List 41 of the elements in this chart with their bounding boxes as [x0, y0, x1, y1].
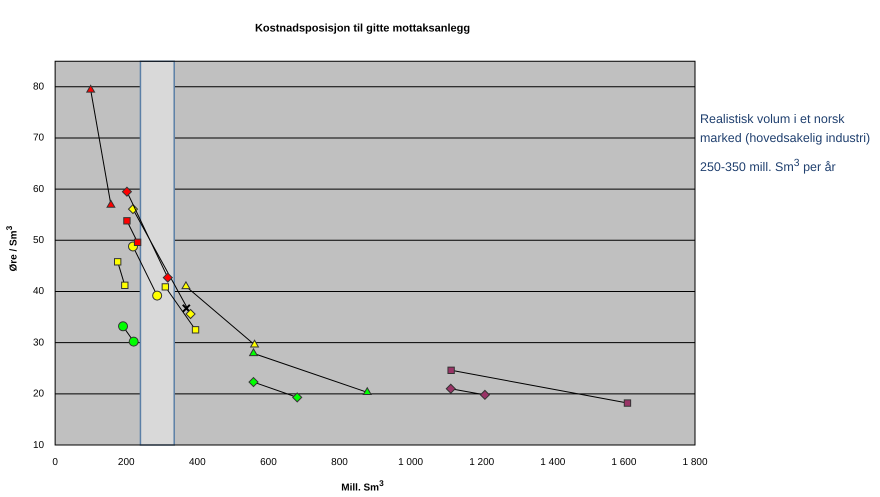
x-tick-label: 1 000 — [398, 456, 424, 468]
text: 250-350 mill. Sm$^{3}$ per år — [700, 157, 837, 176]
x-tick-label: 1 400 — [540, 456, 566, 468]
y-tick-label: 80 — [33, 82, 45, 93]
point — [128, 336, 139, 347]
y-tick-label: 40 — [33, 286, 45, 298]
x-tick-label: 1 200 — [469, 456, 495, 468]
chart-title: Kostnadsposisjon til gitte mottaksanlegg — [254, 22, 470, 35]
point — [182, 304, 191, 313]
x-axis-title: Mill. Sm$^{3}$ — [340, 478, 385, 493]
y-tick-label: 70 — [33, 132, 45, 144]
point — [480, 390, 490, 400]
point — [114, 258, 122, 266]
point — [446, 384, 456, 394]
point — [122, 186, 132, 197]
x-tick-label: 800 — [331, 456, 348, 468]
point — [152, 290, 162, 301]
point — [186, 308, 196, 319]
point — [121, 282, 128, 290]
point — [118, 321, 128, 332]
y-tick-label: 10 — [33, 440, 45, 451]
y-tick-label: 30 — [33, 337, 45, 348]
point — [162, 272, 173, 283]
x-tick-label: 0 — [52, 456, 58, 468]
x-tick-label: 200 — [118, 456, 135, 468]
point — [134, 238, 142, 246]
y-tick-label: 20 — [33, 388, 45, 400]
point — [162, 283, 170, 291]
y-tick-label: 60 — [33, 184, 45, 195]
x-tick-label: 1 800 — [682, 456, 708, 468]
x-tick-label: 400 — [188, 456, 206, 468]
x-tick-label: 1 600 — [611, 456, 637, 468]
point — [292, 392, 302, 402]
x-tick-label: 600 — [260, 456, 278, 468]
text: Realistisk volum i et norsk marked (hovedsakelig industri) — [700, 111, 872, 147]
point — [624, 399, 632, 407]
y-tick-label: 50 — [33, 235, 45, 246]
point — [248, 377, 258, 388]
point — [123, 217, 131, 225]
point — [447, 366, 455, 374]
point — [192, 326, 200, 334]
